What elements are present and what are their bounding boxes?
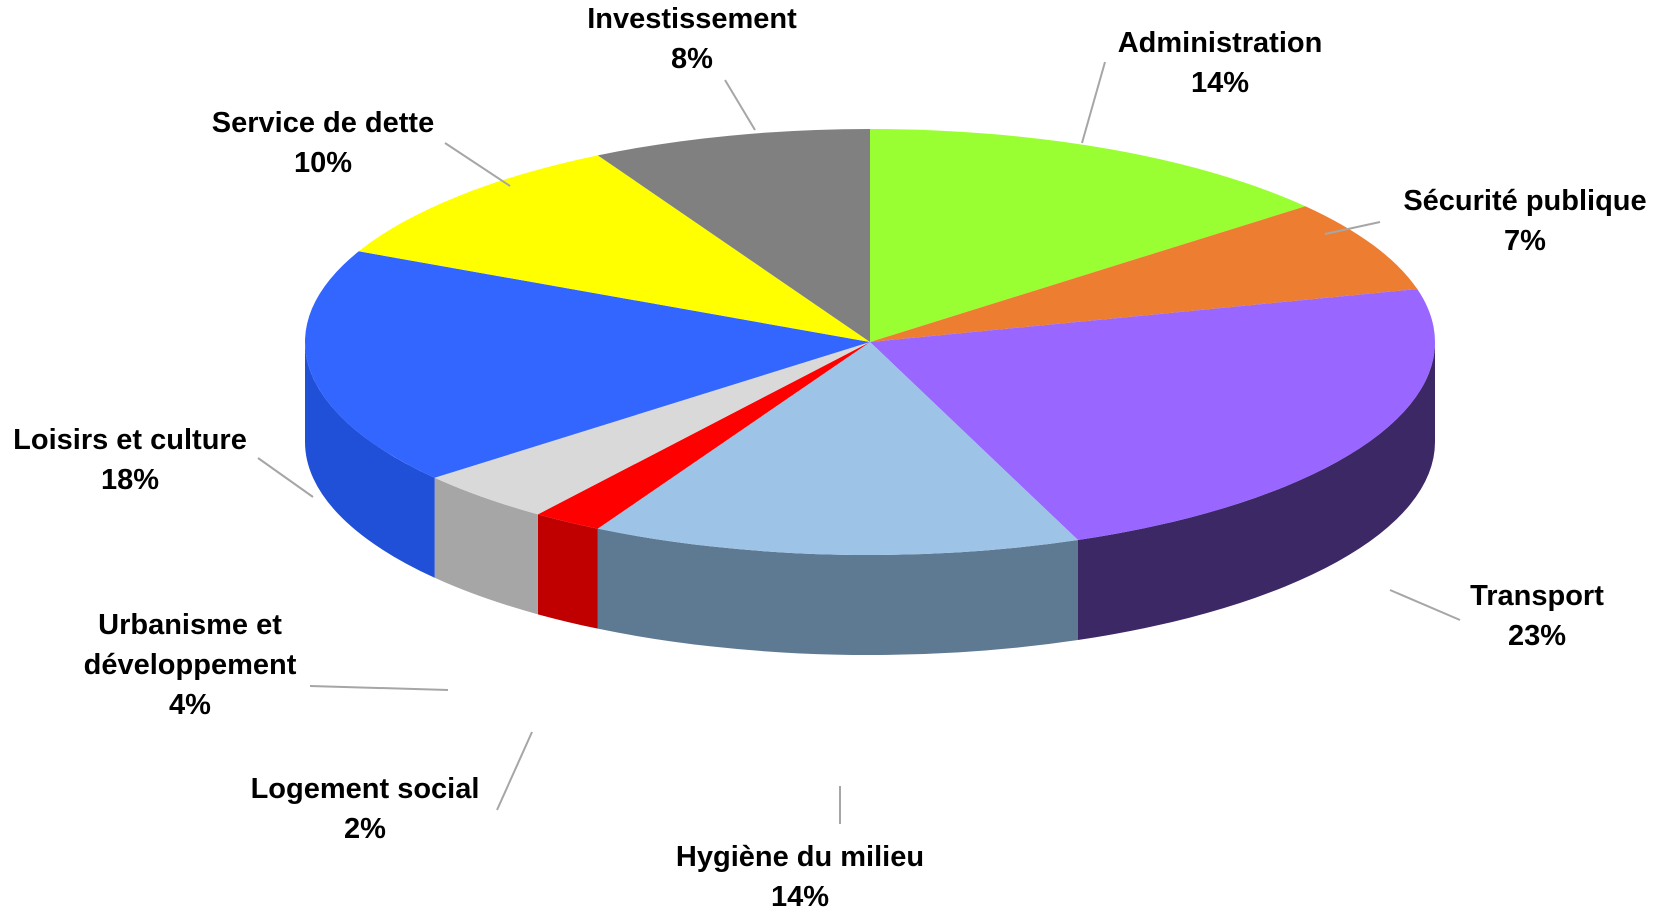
slice-value-label: 23%	[1508, 620, 1566, 652]
slice-value-label: 2%	[344, 813, 386, 845]
slice-value-label: 8%	[671, 43, 713, 75]
slice-label: Hygiène du milieu 14%	[676, 841, 924, 913]
leader-line	[1324, 221, 1381, 235]
pie-sides	[305, 342, 1435, 655]
slice-label: Administration 14%	[1118, 27, 1323, 99]
slice-label: Loisirs et culture 18%	[13, 424, 247, 496]
slice-label: Service de dette 10%	[212, 107, 434, 179]
slice-label: Investissement 8%	[587, 3, 797, 75]
pie-slice	[434, 342, 870, 515]
pie-slice	[870, 206, 1418, 342]
slice-side	[434, 477, 538, 615]
slice-side	[597, 528, 1078, 655]
leader-line	[444, 142, 511, 187]
leader-lines	[257, 61, 1461, 824]
pie-slice	[358, 155, 870, 342]
slice-value-label: 10%	[294, 147, 352, 179]
pie-slice	[537, 342, 870, 529]
slice-value-label: 14%	[771, 881, 829, 913]
pie-slice	[870, 289, 1436, 541]
leader-line	[309, 685, 449, 691]
slice-label: Transport 23%	[1470, 580, 1604, 652]
slice-side	[1077, 342, 1435, 641]
slice-value-label: 4%	[169, 689, 211, 721]
leader-line	[257, 457, 314, 498]
pie-slice	[597, 129, 870, 342]
pie-slice	[597, 342, 1078, 556]
data-labels: Administration 14% Sécurité publique 7% Tran…	[13, 3, 1647, 913]
pie-slices	[304, 129, 1436, 556]
slice-value-label: 7%	[1504, 225, 1546, 257]
leader-line	[1081, 61, 1106, 144]
slice-side	[305, 342, 435, 578]
pie-slice	[870, 129, 1306, 342]
leader-line	[724, 79, 756, 131]
slice-label: Urbanisme et développement 4%	[84, 609, 297, 721]
leader-line	[496, 731, 533, 811]
slice-side	[537, 514, 598, 629]
slice-value-label: 14%	[1191, 67, 1249, 99]
pie-slice	[304, 251, 870, 478]
slice-value-label: 18%	[101, 464, 159, 496]
slice-label: Logement social 2%	[251, 773, 480, 845]
leader-line	[1389, 589, 1461, 621]
slice-label: Sécurité publique 7%	[1403, 185, 1646, 257]
